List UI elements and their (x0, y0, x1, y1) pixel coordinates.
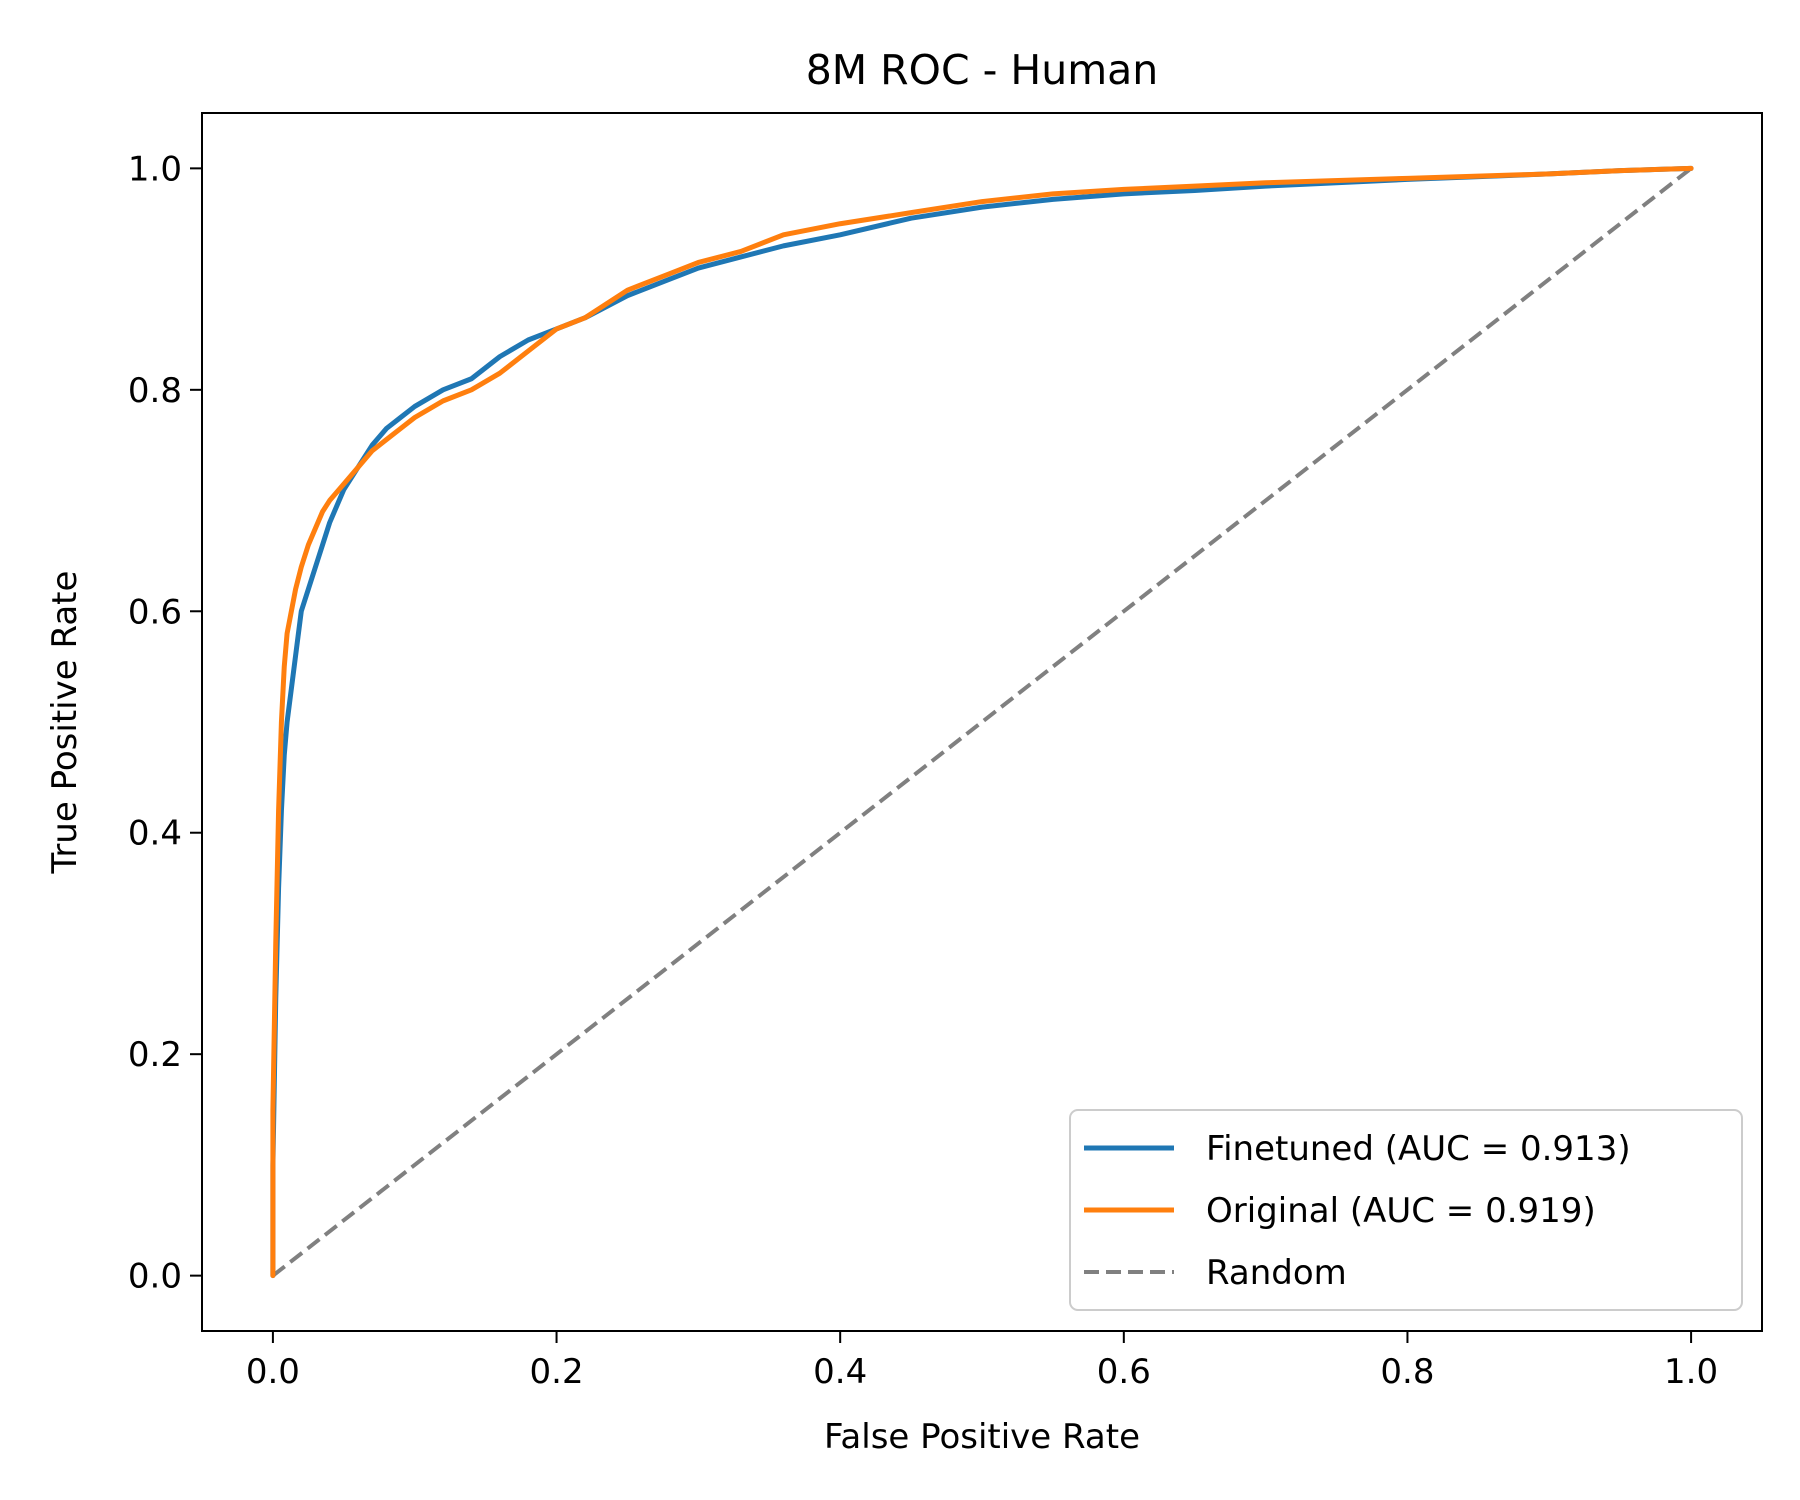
chart-title: 8M ROC - Human (806, 46, 1159, 94)
series-line-1 (270, 165, 1694, 1279)
y-tick-label: 0.2 (128, 1035, 182, 1075)
y-tick-label: 0.4 (128, 814, 182, 854)
y-tick-label: 0.8 (128, 371, 182, 411)
legend-label: Finetuned (AUC = 0.913) (1206, 1129, 1631, 1169)
x-tick-label: 0.2 (530, 1352, 584, 1392)
y-tick-label: 1.0 (128, 149, 182, 189)
y-tick-label: 0.0 (128, 1257, 182, 1297)
legend-label: Random (1206, 1253, 1347, 1293)
plot-frame (201, 112, 1763, 1332)
x-axis-ticks: 0.0 0.2 0.4 0.6 0.8 1.0 (246, 1331, 1718, 1392)
legend: Finetuned (AUC = 0.913) Original (AUC = 0… (1069, 1109, 1743, 1311)
x-axis-label: False Positive Rate (824, 1417, 1140, 1457)
x-tick-label: 0.0 (246, 1352, 300, 1392)
series-line-0 (270, 165, 1694, 1279)
x-tick-label: 0.6 (1097, 1352, 1151, 1392)
x-tick-label: 1.0 (1664, 1352, 1718, 1392)
legend-label: Original (AUC = 0.919) (1206, 1191, 1596, 1231)
y-tick-label: 0.6 (128, 592, 182, 632)
x-tick-label: 0.8 (1380, 1352, 1434, 1392)
legend-box (1069, 1109, 1743, 1311)
series-line-2 (271, 166, 1693, 1278)
y-axis-ticks: 0.0 0.2 0.4 0.6 0.8 1.0 (128, 149, 202, 1297)
y-axis-label: True Positive Rate (45, 571, 85, 875)
x-tick-label: 0.4 (813, 1352, 867, 1392)
